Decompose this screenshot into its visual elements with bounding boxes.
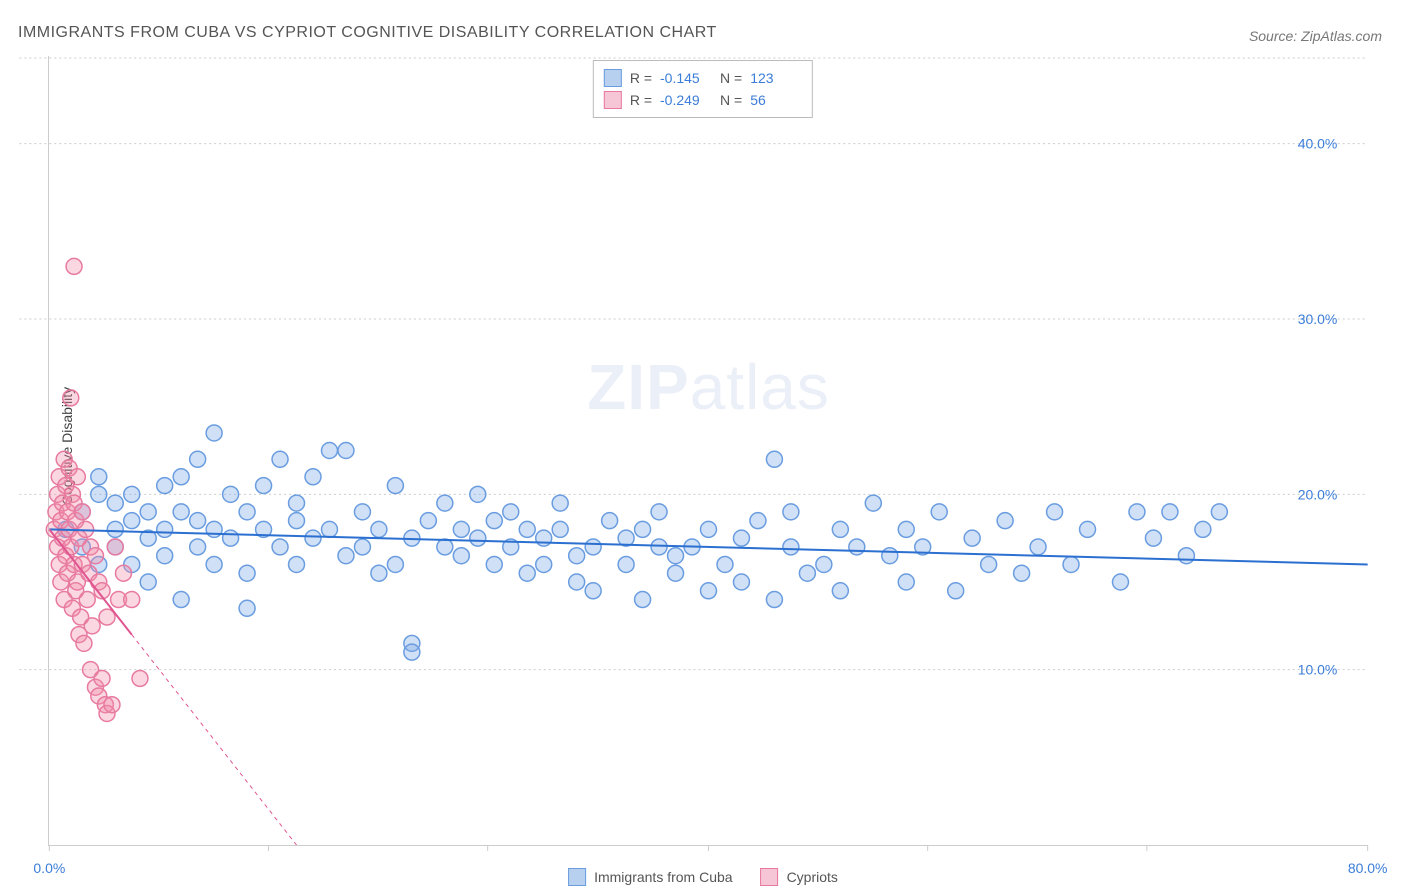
plot-area: 10.0%20.0%30.0%40.0% 0.0%80.0% ZIPatlas	[48, 56, 1368, 846]
legend-swatch-2	[761, 868, 779, 886]
legend-label-1: Immigrants from Cuba	[594, 869, 732, 885]
source-attribution: Source: ZipAtlas.com	[1249, 28, 1382, 44]
legend-item-1: Immigrants from Cuba	[568, 868, 732, 886]
svg-text:40.0%: 40.0%	[1298, 136, 1338, 152]
stat-n-value-1: 123	[750, 70, 802, 86]
stat-r-value-2: -0.249	[660, 92, 712, 108]
svg-text:10.0%: 10.0%	[1298, 662, 1338, 678]
stat-r-value-1: -0.145	[660, 70, 712, 86]
legend-swatch-1	[568, 868, 586, 886]
series-legend: Immigrants from Cuba Cypriots	[568, 868, 838, 886]
stats-row-series-2: R = -0.249 N = 56	[604, 89, 802, 111]
swatch-series-1	[604, 69, 622, 87]
stats-legend: R = -0.145 N = 123 R = -0.249 N = 56	[593, 60, 813, 118]
svg-text:80.0%: 80.0%	[1348, 860, 1388, 876]
chart-title: IMMIGRANTS FROM CUBA VS CYPRIOT COGNITIV…	[18, 24, 717, 42]
svg-text:0.0%: 0.0%	[33, 860, 65, 876]
stat-n-label: N =	[720, 70, 742, 86]
legend-label-2: Cypriots	[787, 869, 838, 885]
stat-n-label: N =	[720, 92, 742, 108]
chart-container: IMMIGRANTS FROM CUBA VS CYPRIOT COGNITIV…	[0, 0, 1406, 892]
svg-text:30.0%: 30.0%	[1298, 311, 1338, 327]
stat-r-label: R =	[630, 92, 652, 108]
scatter-svg: 10.0%20.0%30.0%40.0% 0.0%80.0%	[49, 56, 1368, 845]
stat-n-value-2: 56	[750, 92, 802, 108]
swatch-series-2	[604, 91, 622, 109]
stats-row-series-1: R = -0.145 N = 123	[604, 67, 802, 89]
stat-r-label: R =	[630, 70, 652, 86]
svg-text:20.0%: 20.0%	[1298, 486, 1338, 502]
legend-item-2: Cypriots	[761, 868, 838, 886]
